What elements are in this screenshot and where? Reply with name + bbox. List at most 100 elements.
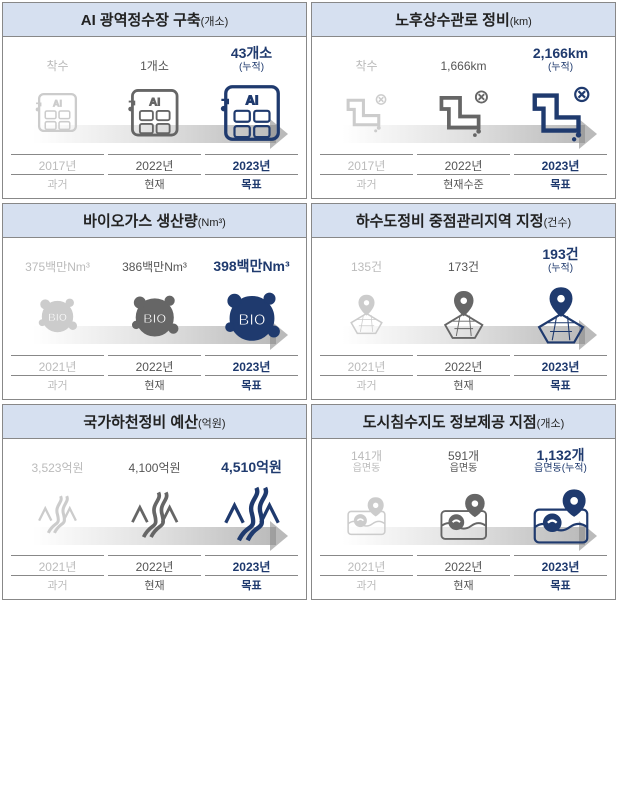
stage-value: 4,510억원 (221, 459, 282, 476)
stage-goal: 4,510억원2023년목표 (203, 459, 300, 596)
stages-row: 141개읍면동2021년과거591개읍면동2022년현재1,132개읍면동(누적… (318, 447, 609, 596)
stage-value: 착수 (46, 59, 68, 73)
panel-flood-map: 도시침수지도 정보제공 지점(개소) 141개읍면동2021년과거 591개읍면동 2… (311, 404, 616, 601)
panel-body: 375백만Nm³2021년과거386백만Nm³2022년현재398백만Nm³20… (3, 238, 306, 399)
stage-goal: 2,166km(누적) 2023년목표 (512, 45, 609, 194)
stage-value: 착수 (355, 59, 377, 73)
stage-value-main: 43개소 (231, 45, 272, 61)
stage-year: 2023년 (205, 154, 298, 174)
map-pin-icon (526, 279, 596, 349)
panel-header: 바이오가스 생산량(Nm³) (3, 204, 306, 238)
stage-year: 2022년 (108, 555, 201, 575)
stage-value: 141개읍면동 (351, 449, 382, 475)
panel-header: AI 광역정수장 구축(개소) (3, 3, 306, 37)
stage-value: 4,100억원 (128, 461, 180, 475)
panel-header: 도시침수지도 정보제공 지점(개소) (312, 405, 615, 439)
stage-value-main: 착수 (46, 59, 68, 73)
stage-past: 착수2017년과거 (9, 59, 106, 193)
stages-row: 3,523억원2021년과거4,100억원2022년현재4,510억원2023년… (9, 447, 300, 596)
stage-year: 2022년 (108, 355, 201, 375)
stage-status: 현재 (417, 575, 510, 595)
stage-value-main: 135건 (351, 260, 382, 274)
stage-status: 목표 (514, 174, 607, 194)
stage-value: 386백만Nm³ (122, 260, 187, 274)
stage-year: 2023년 (514, 555, 607, 575)
stage-value: 1,132개읍면동(누적) (534, 447, 587, 476)
stage-past: 착수2017년과거 (318, 59, 415, 193)
flood-map-icon (526, 479, 596, 549)
stage-value: 173건 (448, 260, 479, 274)
infographic-grid: AI 광역정수장 구축(개소)착수2017년과거1개소2022년현재43개소(누… (0, 0, 618, 602)
stage-year: 2021년 (320, 355, 413, 375)
stage-year: 2021년 (11, 555, 104, 575)
stages-row: 착수2017년과거1개소2022년현재43개소(누적)2023년목표 (9, 45, 300, 194)
stage-year: 2023년 (205, 355, 298, 375)
panel-unit: (km) (510, 16, 532, 28)
stage-value-sub: (누적) (231, 62, 272, 74)
panel-unit: (건수) (544, 217, 572, 229)
stage-goal: 398백만Nm³ 2023년목표 (203, 258, 300, 395)
pipe-icon (526, 78, 596, 148)
stage-value: 2,166km(누적) (533, 45, 588, 74)
stage-value: 591개읍면동 (448, 449, 479, 475)
stage-year: 2022년 (417, 154, 510, 174)
stage-status: 과거 (11, 174, 104, 194)
stage-year: 2023년 (514, 154, 607, 174)
flood-map-icon (332, 479, 402, 549)
stage-now: 4,100억원2022년현재 (106, 461, 203, 595)
panel-body: 착수2017년과거1,666km2022년현재수준 2,166km(누적) 2023… (312, 37, 615, 198)
stage-status: 목표 (205, 375, 298, 395)
stage-status: 과거 (11, 575, 104, 595)
panel-unit: (억원) (198, 418, 226, 430)
river-icon (217, 479, 287, 549)
stage-status: 목표 (514, 575, 607, 595)
stage-year: 2022년 (417, 555, 510, 575)
stage-value-main: 386백만Nm³ (122, 260, 187, 274)
stage-now: 1,666km2022년현재수준 (415, 59, 512, 193)
pipe-icon (429, 78, 499, 148)
stage-goal: 1,132개읍면동(누적) 2023년목표 (512, 447, 609, 596)
panel-unit: (Nm³) (198, 217, 226, 229)
stage-past: 135건2021년과거 (318, 260, 415, 394)
stage-value-main: 141개 (351, 449, 382, 463)
panel-header: 하수도정비 중점관리지역 지정(건수) (312, 204, 615, 238)
ai-plant-icon (23, 78, 93, 148)
flood-map-icon (429, 479, 499, 549)
stage-value-main: 193건 (542, 246, 578, 262)
ai-plant-icon (217, 78, 287, 148)
stage-status: 현재수준 (417, 174, 510, 194)
stage-status: 과거 (320, 575, 413, 595)
stage-value: 193건(누적) (542, 246, 578, 275)
stage-value-main: 591개 (448, 449, 479, 463)
stage-value-main: 173건 (448, 260, 479, 274)
stage-value: 375백만Nm³ (25, 260, 90, 274)
river-icon (23, 479, 93, 549)
stage-value-main: 3,523억원 (31, 461, 83, 475)
stage-status: 과거 (320, 174, 413, 194)
stage-goal: 43개소(누적)2023년목표 (203, 45, 300, 194)
stage-value-main: 1,132개 (537, 447, 585, 463)
stage-now: 1개소2022년현재 (106, 59, 203, 193)
panel-title: 국가하천정비 예산 (83, 414, 198, 431)
stages-row: 135건2021년과거173건2022년현재193건(누적)2023년목표 (318, 246, 609, 395)
stage-value-main: 398백만Nm³ (213, 258, 289, 274)
stage-status: 현재 (108, 174, 201, 194)
stage-value: 3,523억원 (31, 461, 83, 475)
map-pin-icon (429, 279, 499, 349)
stage-past: 141개읍면동2021년과거 (318, 449, 415, 595)
stage-year: 2023년 (205, 555, 298, 575)
panel-header: 노후상수관로 정비(km) (312, 3, 615, 37)
panel-unit: (개소) (537, 418, 565, 430)
panel-title: 하수도정비 중점관리지역 지정 (356, 213, 544, 230)
stage-value-sub: (누적) (533, 62, 588, 74)
pipe-icon (332, 78, 402, 148)
stage-now: 386백만Nm³2022년현재 (106, 260, 203, 394)
river-icon (120, 479, 190, 549)
bio-icon (23, 279, 93, 349)
panel-title: 노후상수관로 정비 (395, 12, 510, 29)
stage-value: 43개소(누적) (231, 45, 272, 74)
panel-header: 국가하천정비 예산(억원) (3, 405, 306, 439)
stage-value-sub: 읍면동(누적) (534, 463, 587, 475)
panel-biogas: 바이오가스 생산량(Nm³)375백만Nm³2021년과거386백만Nm³202… (2, 203, 307, 400)
panel-title: 바이오가스 생산량 (83, 213, 198, 230)
